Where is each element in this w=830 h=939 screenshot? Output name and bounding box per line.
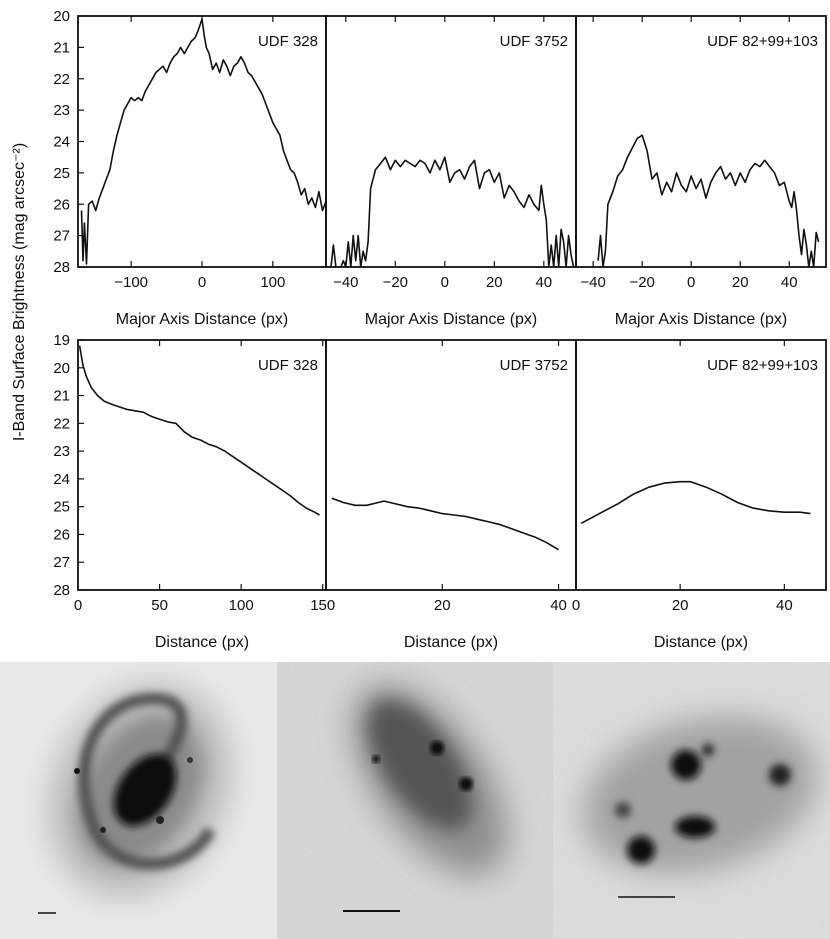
- panel-frame: [575, 339, 827, 591]
- x-tick-label: 0: [441, 274, 449, 291]
- panel-3: −40 −20 0 20 40 Major Axis Distance (px) UDF 8…: [575, 15, 827, 328]
- y-tick-label: 24: [53, 134, 70, 151]
- panel-title: UDF 3752: [500, 33, 568, 50]
- plot-panels: −100 0 100 20 21 22 23 24 25 26 27 28 Major Axis Dis…: [53, 8, 827, 651]
- shared-y-axis-label: I-Band Surface Brightness (mag arcsec⁻²): [11, 143, 28, 441]
- x-tick-label: 40: [535, 274, 552, 291]
- x-tick-label: −100: [114, 274, 148, 291]
- x-tick-label: −40: [580, 274, 605, 291]
- y-tick-label: 27: [53, 228, 70, 245]
- profile-line: [80, 18, 326, 265]
- profile-line: [597, 134, 820, 267]
- panel-1: −100 0 100 20 21 22 23 24 25 26 27 28 Major Axis Dis…: [53, 8, 327, 328]
- panel-title: UDF 328: [258, 357, 318, 374]
- galaxy-image-udf-328: [0, 662, 277, 939]
- x-tick-label: 150: [310, 597, 335, 614]
- panel-4: 0 50 100 150 19 20 21 22 23 24 25 26 27 28 Distance (p…: [53, 332, 335, 651]
- profile-line: [580, 480, 811, 525]
- x-tick-label: 20: [434, 597, 451, 614]
- y-tick-label: 20: [53, 8, 70, 25]
- panel-frame: [325, 339, 577, 591]
- y-tick-label: 26: [53, 196, 70, 213]
- x-tick-label: 40: [776, 597, 793, 614]
- x-tick-label: 0: [687, 274, 695, 291]
- y-tick-label: 19: [53, 332, 70, 349]
- x-tick-label: 100: [229, 597, 254, 614]
- panel-6: 0 20 40 Distance (px) UDF 82+99+103: [572, 339, 827, 651]
- x-axis-label: Distance (px): [155, 634, 249, 651]
- x-tick-label: 20: [486, 274, 503, 291]
- panel-title: UDF 82+99+103: [707, 357, 818, 374]
- y-tick-label: 27: [53, 554, 70, 571]
- y-tick-label: 25: [53, 499, 70, 516]
- panel-frame: [77, 339, 327, 591]
- y-tick-label: 23: [53, 102, 70, 119]
- panel-2: −40 −20 0 20 40 Major Axis Distance (px) UDF 3…: [325, 15, 577, 328]
- y-tick-label: 21: [53, 39, 70, 56]
- x-tick-label: −20: [383, 274, 408, 291]
- x-axis-label: Distance (px): [404, 634, 498, 651]
- x-tick-label: −20: [629, 274, 654, 291]
- x-axis-label: Major Axis Distance (px): [615, 311, 788, 328]
- x-tick-label: 100: [260, 274, 285, 291]
- x-tick-label: 40: [550, 597, 567, 614]
- galaxy-image-udf-82-99-103: [553, 662, 830, 939]
- x-axis-label: Distance (px): [654, 634, 748, 651]
- panel-5: 20 40 Distance (px) UDF 3752: [325, 339, 577, 651]
- y-tick-label: 22: [53, 71, 70, 88]
- profile-line: [78, 345, 320, 516]
- x-tick-label: 20: [672, 597, 689, 614]
- galaxy-image-udf-3752: [277, 662, 553, 939]
- panel-title: UDF 328: [258, 33, 318, 50]
- y-tick-label: 21: [53, 388, 70, 405]
- x-tick-label: 50: [151, 597, 168, 614]
- x-tick-label: 40: [781, 274, 798, 291]
- x-tick-label: −40: [333, 274, 358, 291]
- panel-title: UDF 3752: [500, 357, 568, 374]
- y-tick-label: 24: [53, 471, 70, 488]
- panel-frame: [325, 15, 577, 268]
- profile-line: [331, 497, 560, 551]
- y-tick-label: 28: [53, 259, 70, 276]
- x-tick-label: 0: [198, 274, 206, 291]
- y-tick-label: 22: [53, 415, 70, 432]
- y-tick-label: 26: [53, 526, 70, 543]
- x-tick-label: 0: [572, 597, 580, 614]
- x-tick-label: 0: [74, 597, 82, 614]
- y-tick-label: 25: [53, 165, 70, 182]
- panel-frame: [575, 15, 827, 268]
- x-tick-label: 20: [732, 274, 749, 291]
- y-tick-label: 28: [53, 582, 70, 599]
- x-axis-label: Major Axis Distance (px): [365, 311, 538, 328]
- y-tick-label: 20: [53, 360, 70, 377]
- panel-title: UDF 82+99+103: [707, 33, 818, 50]
- y-tick-label: 23: [53, 443, 70, 460]
- x-axis-label: Major Axis Distance (px): [116, 311, 289, 328]
- profile-line: [328, 156, 575, 267]
